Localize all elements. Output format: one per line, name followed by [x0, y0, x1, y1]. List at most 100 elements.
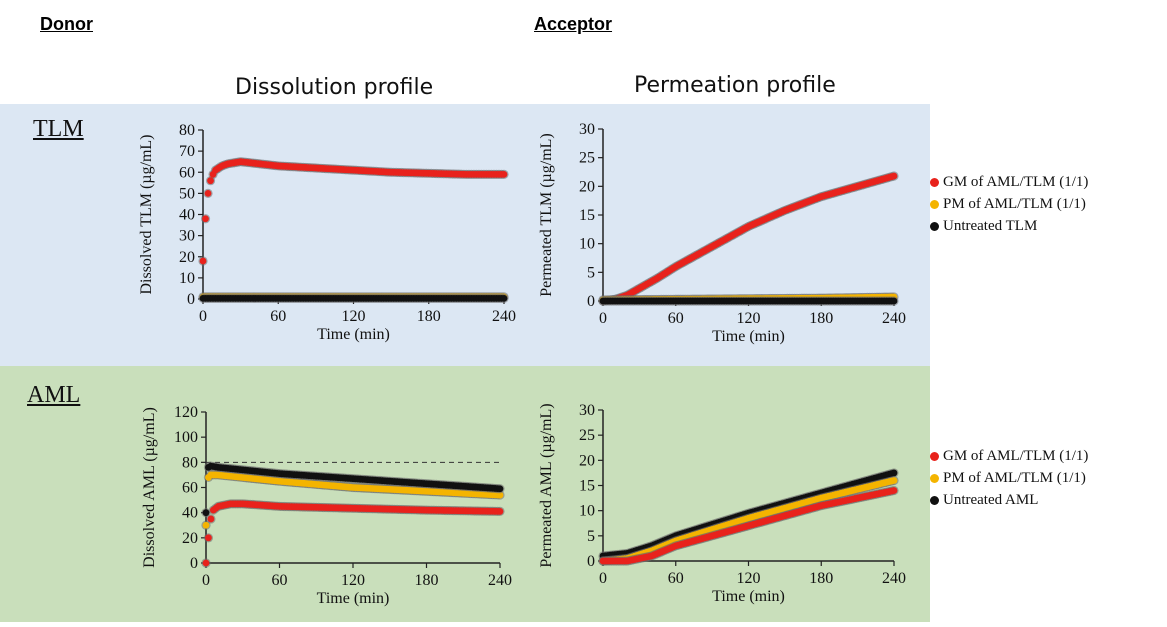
- y-tick-label: 5: [587, 528, 595, 545]
- dissolution-column-title: Dissolution profile: [235, 75, 434, 100]
- y-tick-label: 30: [579, 121, 595, 138]
- x-tick-label: 0: [199, 308, 207, 325]
- x-axis-label: Time (min): [317, 326, 390, 343]
- legend-item: PM of AML/TLM (1/1): [930, 193, 1088, 215]
- y-tick-label: 20: [179, 249, 195, 266]
- tlm-legend: GM of AML/TLM (1/1) PM of AML/TLM (1/1) …: [930, 171, 1088, 237]
- tlm-row-band: [0, 104, 930, 366]
- data-point: [500, 170, 508, 178]
- data-point: [207, 515, 215, 523]
- legend-item: PM of AML/TLM (1/1): [930, 467, 1088, 489]
- series-2: [598, 296, 899, 306]
- legend-label: GM of AML/TLM (1/1): [943, 447, 1089, 464]
- y-tick-label: 70: [179, 143, 195, 160]
- y-tick-label: 20: [579, 452, 595, 469]
- y-tick-label: 40: [179, 207, 195, 224]
- data-point: [890, 172, 898, 180]
- tlm-permeation-chart: 0 5 10 15 20 25 30 0 60 120 180 240 Time (min) Permea…: [538, 121, 906, 345]
- x-tick-label: 60: [668, 310, 684, 327]
- x-tick-label: 240: [488, 572, 512, 589]
- legend-label: Untreated AML: [943, 491, 1039, 508]
- y-tick-label: 15: [579, 478, 595, 495]
- x-tick-label: 240: [882, 310, 906, 327]
- y-tick-label: 30: [579, 402, 595, 419]
- data-point: [199, 257, 207, 265]
- series-0: [198, 157, 509, 266]
- y-axis-label: Dissolved AML (µg/mL): [141, 407, 158, 568]
- data-point: [496, 491, 504, 499]
- legend-marker: [930, 451, 939, 461]
- y-tick-label: 10: [579, 236, 595, 253]
- y-axis-label: Dissolved TLM (µg/mL): [138, 134, 155, 294]
- legend-marker: [930, 495, 939, 505]
- data-point: [500, 294, 508, 302]
- series-2: [198, 293, 509, 303]
- data-point: [202, 559, 210, 567]
- y-tick-label: 40: [182, 505, 198, 522]
- y-tick-label: 50: [179, 185, 195, 202]
- permeation-column-title: Permeation profile: [634, 73, 836, 98]
- legend-label: PM of AML/TLM (1/1): [943, 469, 1086, 486]
- legend-item: Untreated AML: [930, 489, 1088, 511]
- x-tick-label: 60: [668, 570, 684, 587]
- data-point: [890, 487, 898, 494]
- x-tick-label: 180: [415, 572, 439, 589]
- data-point: [890, 477, 898, 484]
- data-point: [496, 485, 504, 493]
- y-tick-label: 0: [190, 555, 198, 572]
- donor-header: Donor: [40, 14, 93, 34]
- y-tick-label: 0: [587, 553, 595, 570]
- aml-permeation-chart: 0 5 10 15 20 25 30 0 60 120 180 240 Time (min) Permea…: [538, 402, 906, 605]
- x-tick-label: 120: [341, 572, 365, 589]
- series-2: [598, 485, 899, 566]
- y-tick-label: 20: [182, 530, 198, 547]
- data-point: [207, 177, 214, 185]
- aml-dissolution-chart: 0 20 40 60 80 100 120 0 60 120 180 240 Time (min) Dis…: [141, 404, 512, 607]
- data-point: [202, 509, 210, 517]
- y-tick-label: 0: [587, 293, 595, 310]
- y-tick-label: 25: [579, 427, 595, 444]
- data-point: [202, 215, 209, 223]
- data-point: [202, 521, 210, 529]
- acceptor-header: Acceptor: [534, 14, 613, 34]
- x-axis-label: Time (min): [712, 328, 785, 345]
- y-tick-label: 5: [587, 264, 595, 281]
- y-tick-label: 100: [174, 429, 198, 446]
- legend-label: Untreated TLM: [943, 217, 1038, 234]
- legend-marker: [930, 199, 939, 209]
- x-axis-label: Time (min): [317, 590, 390, 607]
- legend-item: GM of AML/TLM (1/1): [930, 445, 1088, 467]
- x-tick-label: 0: [599, 570, 607, 587]
- y-tick-label: 10: [179, 270, 195, 287]
- series-2: [201, 461, 505, 518]
- legend-item: GM of AML/TLM (1/1): [930, 171, 1088, 193]
- x-tick-label: 0: [202, 572, 210, 589]
- x-tick-label: 240: [882, 570, 906, 587]
- y-tick-label: 0: [187, 291, 195, 308]
- y-tick-label: 10: [579, 503, 595, 520]
- aml-legend: GM of AML/TLM (1/1) PM of AML/TLM (1/1) …: [930, 445, 1088, 511]
- y-tick-label: 60: [179, 164, 195, 181]
- data-point: [890, 297, 898, 305]
- y-tick-label: 20: [579, 178, 595, 195]
- x-tick-label: 240: [492, 308, 516, 325]
- y-tick-label: 25: [579, 150, 595, 167]
- y-tick-label: 60: [182, 480, 198, 497]
- data-point: [204, 189, 212, 197]
- x-tick-label: 60: [272, 572, 288, 589]
- y-tick-label: 80: [179, 122, 195, 139]
- x-tick-label: 60: [270, 308, 286, 325]
- series-0: [598, 171, 899, 306]
- legend-marker: [930, 221, 939, 231]
- x-tick-label: 180: [809, 570, 833, 587]
- x-tick-label: 120: [737, 310, 761, 327]
- legend-marker: [930, 473, 939, 483]
- tlm-row-label: TLM: [33, 116, 84, 142]
- data-point: [890, 469, 898, 477]
- y-axis-label: Permeated AML (µg/mL): [538, 403, 555, 567]
- y-tick-label: 80: [182, 454, 198, 471]
- series-1: [598, 475, 899, 566]
- x-tick-label: 120: [342, 308, 366, 325]
- y-tick-label: 15: [579, 207, 595, 224]
